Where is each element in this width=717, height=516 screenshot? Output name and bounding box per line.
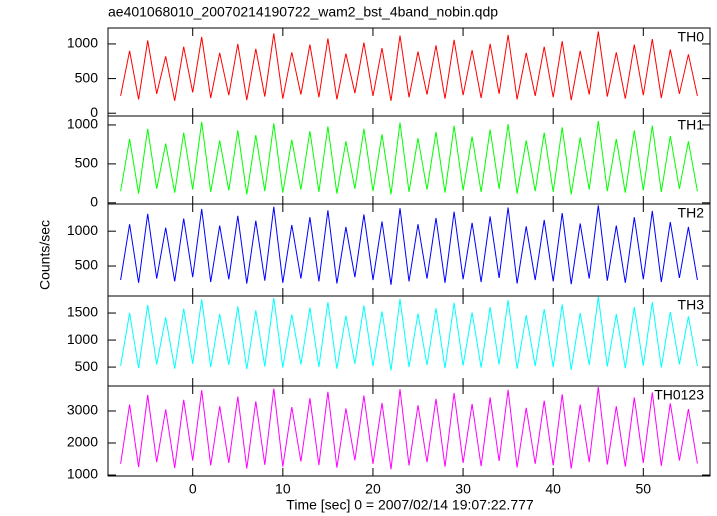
y-tick-label: 500: [75, 257, 99, 273]
y-tick-label: 1000: [67, 466, 98, 482]
x-tick-label: 10: [275, 481, 291, 497]
x-axis-label: Time [sec] 0 = 2007/02/14 19:07:22.777: [286, 497, 534, 513]
legend-label: TH0123: [654, 387, 704, 403]
y-tick-label: 1000: [67, 331, 98, 347]
legend-label: TH2: [678, 205, 705, 221]
light-curve: [120, 205, 698, 285]
x-tick-label: 50: [636, 481, 652, 497]
y-tick-label: 0: [90, 104, 98, 120]
legend-label: TH1: [678, 117, 705, 133]
y-axis-label: Counts/sec: [37, 220, 53, 290]
x-tick-label: 30: [455, 481, 471, 497]
x-tick-label: 0: [189, 481, 197, 497]
y-tick-label: 500: [75, 155, 99, 171]
x-tick-label: 40: [545, 481, 561, 497]
y-tick-label: 1000: [67, 116, 98, 132]
panel-frame: [107, 385, 711, 477]
y-tick-label: 1500: [67, 304, 98, 320]
y-tick-label: 500: [75, 69, 99, 85]
y-tick-label: 0: [90, 194, 98, 210]
light-curve: [120, 296, 698, 371]
y-tick-label: 1000: [67, 35, 98, 51]
y-tick-label: 3000: [67, 402, 98, 418]
x-tick-label: 20: [365, 481, 381, 497]
legend-label: TH3: [678, 297, 705, 313]
y-tick-label: 500: [75, 358, 99, 374]
chart-title: ae401068010_20070214190722_wam2_bst_4ban…: [108, 4, 498, 20]
panel-frame: [107, 295, 711, 387]
legend-label: TH0: [678, 29, 705, 45]
light-curve: [120, 386, 698, 470]
light-curve: [120, 121, 698, 195]
y-tick-label: 1000: [67, 222, 98, 238]
y-tick-label: 2000: [67, 434, 98, 450]
light-curve: [120, 31, 698, 101]
